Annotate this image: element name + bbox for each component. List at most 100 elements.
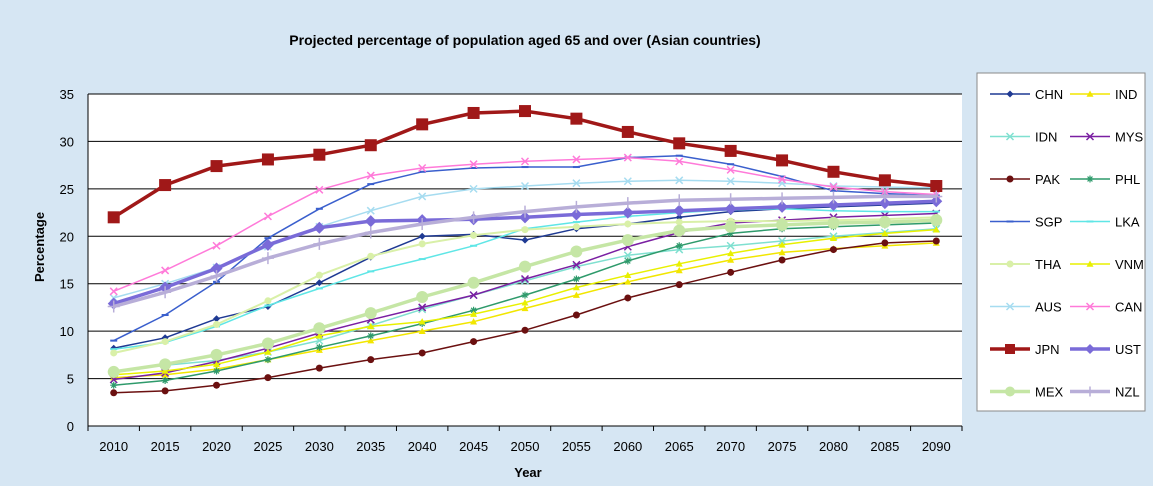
- data-point-can: [829, 182, 838, 191]
- data-point-can: [778, 175, 787, 184]
- legend-item-phl: PHL: [1070, 172, 1140, 187]
- data-point-mex: [313, 322, 326, 335]
- data-point-vnm: [572, 284, 580, 291]
- data-point-can: [161, 266, 170, 275]
- data-point-aus: [469, 184, 478, 193]
- data-point-mys: [520, 274, 530, 284]
- data-point-vnm: [727, 249, 735, 257]
- legend-item-tha: THA: [990, 257, 1061, 272]
- data-point-ust: [364, 215, 377, 228]
- data-point-ust: [570, 208, 583, 221]
- legend-label: SGP: [1035, 215, 1062, 230]
- data-point-tha: [264, 297, 272, 305]
- data-point-jpn: [930, 180, 943, 193]
- legend-swatch-marker: [1006, 90, 1014, 98]
- legend-label: CHN: [1035, 87, 1063, 102]
- data-point-jpn: [416, 118, 429, 131]
- x-axis-title: Year: [514, 465, 541, 480]
- data-point-nzl: [467, 211, 480, 224]
- legend-item-sgp: SGP: [990, 215, 1062, 230]
- x-tick-label: 2080: [819, 439, 848, 454]
- legend-label: JPN: [1035, 342, 1060, 357]
- data-point-pak: [829, 246, 837, 254]
- legend-label: PAK: [1035, 172, 1060, 187]
- x-tick-label: 2065: [665, 439, 694, 454]
- data-point-jpn: [673, 137, 686, 150]
- data-point-vnm: [829, 234, 837, 241]
- data-point-ind: [572, 291, 580, 298]
- legend-item-vnm: VNM: [1070, 257, 1144, 272]
- legend-item-can: CAN: [1070, 300, 1142, 315]
- legend-swatch-marker: [1005, 386, 1015, 397]
- chart-title: Projected percentage of population aged …: [289, 32, 760, 48]
- data-point-nzl: [416, 217, 429, 230]
- data-point-pak: [675, 281, 683, 289]
- data-point-ind: [418, 327, 426, 334]
- data-point-ind: [470, 318, 478, 325]
- data-point-aus: [366, 206, 375, 215]
- legend-swatch-marker: [1086, 260, 1094, 267]
- x-tick-label: 2070: [716, 439, 745, 454]
- data-point-jpn: [364, 139, 377, 152]
- data-point-ust: [621, 206, 634, 219]
- data-point-vnm: [881, 229, 889, 237]
- data-point-nzl: [519, 205, 531, 218]
- x-tick-label: 2030: [305, 439, 334, 454]
- data-point-aus: [726, 177, 735, 186]
- data-point-phl: [161, 376, 169, 384]
- data-point-tha: [624, 220, 632, 228]
- data-point-can: [366, 171, 375, 180]
- data-point-ust: [261, 238, 274, 251]
- y-tick-label: 20: [60, 229, 74, 244]
- data-point-vnm: [778, 241, 786, 248]
- data-point-vnm: [264, 348, 272, 355]
- data-point-can: [623, 153, 632, 162]
- data-point-can: [675, 157, 684, 166]
- data-point-mex: [261, 337, 274, 350]
- data-point-tha: [470, 231, 478, 239]
- data-point-nzl: [621, 197, 634, 210]
- data-point-can: [726, 165, 735, 174]
- legend-swatch-marker: [1085, 302, 1095, 311]
- data-point-phl: [521, 291, 529, 299]
- data-point-pak: [778, 256, 786, 264]
- data-point-ust: [776, 200, 789, 213]
- data-point-pak: [521, 326, 529, 334]
- legend-item-ind: IND: [1070, 87, 1137, 102]
- x-tick-label: 2045: [459, 439, 488, 454]
- data-point-vnm: [470, 310, 478, 317]
- y-tick-label: 35: [60, 87, 74, 102]
- data-point-mys: [572, 260, 581, 269]
- y-tick-label: 30: [60, 134, 74, 149]
- legend-item-ust: UST: [1070, 342, 1141, 357]
- data-point-jpn: [827, 165, 840, 178]
- x-tick-label: 2075: [768, 439, 797, 454]
- data-point-vnm: [675, 260, 683, 267]
- data-point-pak: [315, 364, 323, 372]
- y-tick-label: 0: [67, 419, 74, 434]
- plot-background: [88, 94, 962, 426]
- data-point-pak: [418, 349, 426, 357]
- legend-swatch-marker: [1006, 175, 1014, 183]
- data-point-vnm: [521, 299, 529, 306]
- data-point-jpn: [210, 160, 223, 173]
- data-point-nzl: [107, 300, 120, 313]
- series-nzl: [107, 190, 943, 313]
- data-point-pak: [727, 268, 735, 276]
- legend-label: LKA: [1115, 215, 1140, 230]
- legend-swatch-marker: [1086, 90, 1094, 97]
- data-point-ust: [313, 221, 326, 234]
- data-point-ust: [827, 198, 840, 211]
- legend-box: [976, 72, 1146, 412]
- series-mex: [107, 214, 943, 378]
- data-point-tha: [367, 252, 375, 260]
- legend-item-idn: IDN: [990, 130, 1057, 145]
- data-point-phl: [572, 275, 580, 283]
- data-point-tha: [161, 338, 169, 346]
- data-point-jpn: [159, 179, 172, 192]
- data-point-jpn: [724, 144, 737, 157]
- x-tick-label: 2010: [99, 439, 128, 454]
- data-point-pak: [572, 311, 580, 319]
- x-tick-label: 2035: [356, 439, 385, 454]
